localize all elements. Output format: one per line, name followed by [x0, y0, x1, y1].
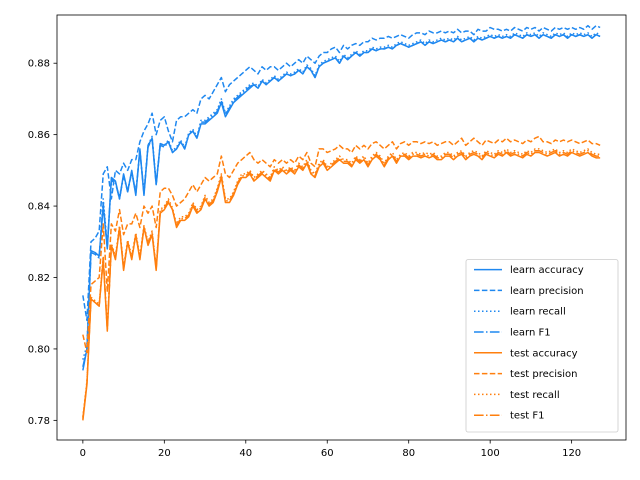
- legend-label: test F1: [510, 411, 545, 422]
- legend-label: learn F1: [510, 328, 551, 339]
- series-line-learn-f1: [82, 33, 601, 367]
- x-tick-label: 120: [562, 448, 581, 459]
- x-tick-label: 60: [321, 448, 334, 459]
- x-tick-label: 80: [402, 448, 415, 459]
- y-tick-label: 0.88: [28, 59, 50, 70]
- series-line-learn-precision: [82, 24, 601, 322]
- y-axis: 0.78 0.80 0.82 0.84 0.86 0.88: [28, 59, 57, 427]
- legend-label: learn precision: [510, 286, 584, 297]
- legend-label: learn recall: [510, 307, 566, 318]
- x-tick-label: 100: [481, 448, 500, 459]
- legend-label: learn accuracy: [510, 265, 584, 276]
- y-tick-label: 0.78: [28, 416, 50, 427]
- y-tick-label: 0.80: [28, 344, 50, 355]
- legend-label: test precision: [510, 369, 578, 380]
- series-line-test-f1: [82, 149, 601, 419]
- legend-label: test accuracy: [510, 348, 578, 359]
- y-tick-label: 0.84: [28, 202, 50, 213]
- y-tick-label: 0.82: [28, 273, 50, 284]
- legend: learn accuracy learn precision learn recal…: [465, 259, 619, 433]
- x-tick-label: 40: [239, 448, 252, 459]
- y-tick-label: 0.86: [28, 130, 50, 141]
- x-tick-label: 20: [158, 448, 171, 459]
- legend-label: test recall: [510, 390, 560, 401]
- x-axis: 0 20 40 60 80 100 120: [80, 440, 581, 459]
- x-tick-label: 0: [80, 448, 86, 459]
- series-line-test-accuracy: [82, 151, 601, 421]
- series-layer: [82, 24, 601, 421]
- legend-box: [465, 259, 619, 433]
- series-line-test-recall: [82, 148, 601, 417]
- plot-frame: [56, 14, 627, 441]
- series-line-test-precision: [82, 135, 601, 354]
